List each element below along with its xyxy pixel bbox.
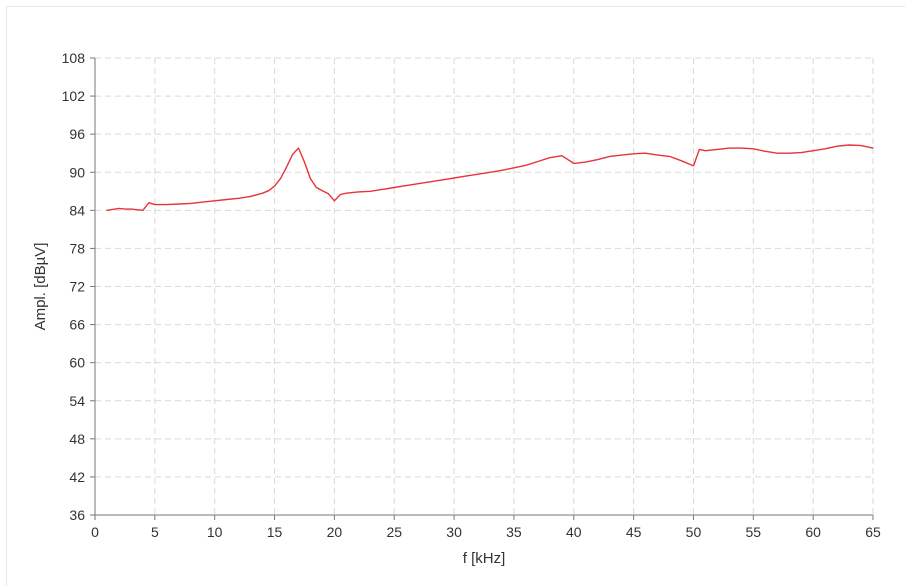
- y-tick-label: 90: [69, 164, 85, 180]
- y-tick-label: 48: [69, 431, 85, 447]
- x-tick-label: 60: [805, 524, 821, 540]
- x-tick-label: 65: [865, 524, 881, 540]
- axes: 36 42 48 54 60 66 72 78 84 90 96 102 108 0 5 10 15 20 25 30…: [62, 50, 881, 540]
- y-axis-title: Ampl. [dBµV]: [32, 243, 49, 331]
- y-tick-label: 78: [69, 240, 85, 256]
- y-tick-label: 54: [69, 393, 85, 409]
- y-tick-label: 60: [69, 355, 85, 371]
- x-axis-title: f [kHz]: [463, 550, 506, 567]
- y-tick-label: 84: [69, 202, 85, 218]
- x-tick-label: 50: [686, 524, 702, 540]
- series-line-0: [106, 144, 874, 212]
- x-tick-label: 30: [446, 524, 462, 540]
- x-tick-label: 25: [386, 524, 402, 540]
- x-tick-label: 5: [151, 524, 159, 540]
- x-tick-label: 20: [327, 524, 343, 540]
- grid: [95, 57, 874, 515]
- x-tick-label: 0: [91, 524, 99, 540]
- y-tick-label: 42: [69, 469, 85, 485]
- y-tick-label: 36: [69, 507, 85, 523]
- y-tick-label: 66: [69, 317, 85, 333]
- x-tick-label: 10: [207, 524, 223, 540]
- x-tick-label: 15: [267, 524, 283, 540]
- chart-frame: [6, 6, 905, 586]
- y-tick-label: 96: [69, 126, 85, 142]
- series-layer: [106, 144, 874, 212]
- x-tick-label: 55: [746, 524, 762, 540]
- y-tick-label: 108: [62, 50, 86, 66]
- x-tick-label: 45: [626, 524, 642, 540]
- y-tick-label: 102: [62, 88, 86, 104]
- x-tick-label: 40: [566, 524, 582, 540]
- x-tick-label: 35: [506, 524, 522, 540]
- y-tick-label: 72: [69, 279, 85, 295]
